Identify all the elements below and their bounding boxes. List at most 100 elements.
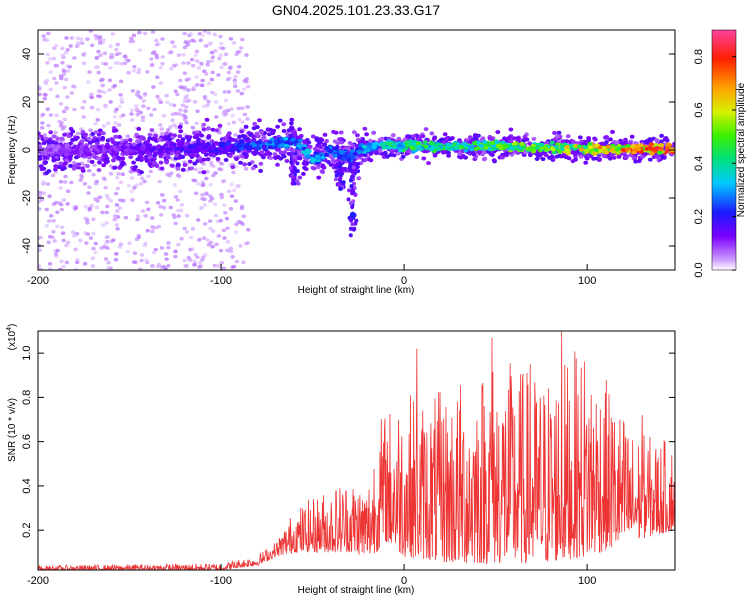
spectrogram-point xyxy=(87,155,93,160)
spectrogram-point xyxy=(103,62,109,66)
spectrogram-point xyxy=(238,160,243,165)
spectrogram-point xyxy=(258,168,263,173)
spectrogram-point xyxy=(48,70,53,74)
spectrogram-point xyxy=(84,147,90,152)
spectrogram-point xyxy=(228,207,234,211)
spectrogram-point xyxy=(166,241,171,245)
spectrogram-point xyxy=(149,57,154,61)
spectrogram-point xyxy=(101,38,107,42)
spectrogram-point xyxy=(120,160,126,165)
spectrogram-point xyxy=(206,100,211,104)
spectrogram-point xyxy=(172,215,177,219)
colorbar-scale xyxy=(711,29,737,271)
spectrogram-point xyxy=(410,141,416,146)
spectrogram-point xyxy=(170,118,175,123)
spectrogram-point xyxy=(112,214,118,218)
spectrogram-point xyxy=(114,223,120,227)
spectrogram-point xyxy=(115,42,121,47)
spectrogram-point xyxy=(52,158,57,163)
spectrogram-point xyxy=(51,218,56,223)
spectrogram-point xyxy=(73,206,79,210)
spectrogram-point xyxy=(78,238,83,243)
spectrogram-point xyxy=(238,244,243,248)
spectrogram-point xyxy=(138,96,143,100)
spectrogram-point xyxy=(188,32,194,36)
spectrogram-point xyxy=(141,104,146,108)
spectrogram-point xyxy=(95,107,101,112)
spectrogram-point xyxy=(553,137,559,142)
spectrogram-point xyxy=(166,155,171,160)
figure-title: GN04.2025.101.23.33.G17 xyxy=(272,2,440,18)
spectrogram-point xyxy=(157,179,162,184)
spectrogram-point xyxy=(656,150,663,155)
spectrogram-point xyxy=(38,248,42,253)
spectrogram-point xyxy=(150,229,155,234)
spectrogram-point xyxy=(418,147,424,152)
spectrogram-point xyxy=(70,129,76,134)
spectrogram-point xyxy=(620,147,626,152)
spectrogram-point xyxy=(82,99,87,104)
spectrogram-point xyxy=(203,97,208,101)
y-tick-label: 0.4 xyxy=(21,478,33,493)
spectrogram-point xyxy=(206,59,211,64)
spectrogram-point xyxy=(65,240,71,245)
spectrogram-point xyxy=(213,49,218,53)
spectrogram-point xyxy=(119,100,125,104)
spectrogram-point xyxy=(75,41,81,45)
spectrogram-point xyxy=(140,209,145,213)
spectrogram-point xyxy=(216,263,222,268)
spectrogram-point xyxy=(229,194,235,198)
spectrogram-point xyxy=(554,134,560,139)
spectrogram-point xyxy=(186,255,191,260)
spectrogram-point xyxy=(227,154,233,158)
spectrogram-point xyxy=(208,226,213,231)
spectrogram-point xyxy=(204,117,210,122)
spectrogram-point xyxy=(72,56,77,60)
spectrogram-point xyxy=(154,38,159,43)
spectrogram-point xyxy=(108,199,113,203)
spectrogram-point xyxy=(134,237,140,242)
spectrogram-point xyxy=(201,170,207,175)
spectrogram-point xyxy=(108,171,114,176)
spectrogram-point xyxy=(54,81,59,85)
spectrogram-point xyxy=(147,136,153,141)
spectrogram-point xyxy=(351,130,357,135)
spectrogram-point xyxy=(643,151,648,156)
spectrogram-point xyxy=(228,249,234,254)
spectrogram-point xyxy=(245,105,250,109)
spectrogram-point xyxy=(131,33,137,38)
spectrogram-point xyxy=(551,150,557,155)
spectrogram-point xyxy=(68,163,74,168)
spectrogram-point xyxy=(57,120,62,124)
spectrogram-point xyxy=(232,80,238,85)
spectrogram-point xyxy=(84,241,89,245)
spectrogram-point xyxy=(144,258,149,262)
spectrogram-point xyxy=(218,147,224,151)
spectrogram-point xyxy=(228,246,234,251)
spectrogram-point xyxy=(381,145,387,150)
spectrogram-point xyxy=(324,139,330,143)
spectrogram-point xyxy=(111,238,116,242)
spectrogram-point xyxy=(72,164,78,168)
spectrogram-point xyxy=(203,147,209,152)
spectrogram-point xyxy=(175,166,181,171)
spectrogram-point xyxy=(543,153,549,158)
spectrogram-point xyxy=(181,53,186,57)
spectrogram-point xyxy=(235,89,241,93)
spectrogram-point xyxy=(350,188,355,193)
spectrogram-point xyxy=(268,156,274,160)
spectrogram-point xyxy=(183,109,188,113)
snr-frame xyxy=(37,330,676,571)
spectrogram-point xyxy=(134,183,139,187)
spectrogram-point xyxy=(106,260,111,265)
spectrogram-point xyxy=(160,61,165,66)
spectrogram-point xyxy=(104,235,110,239)
spectrogram-point xyxy=(381,142,387,147)
spectrogram-point xyxy=(59,225,65,229)
spectrogram-point xyxy=(304,154,310,159)
spectrogram-point xyxy=(196,218,201,222)
spectrogram-point xyxy=(44,223,50,228)
spectrogram-point xyxy=(135,147,141,152)
spectrogram-point xyxy=(331,159,336,163)
spectrogram-point xyxy=(146,207,151,212)
